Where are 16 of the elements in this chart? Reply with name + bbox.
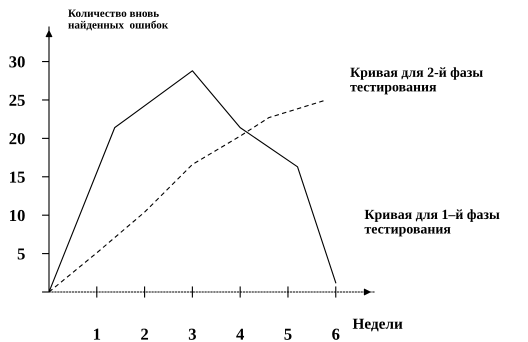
x-tick-label: 6 [332, 328, 340, 340]
x-tick-label: 1 [94, 328, 100, 340]
y-tick-label: 30 [9, 56, 25, 68]
y-tick-label: 10 [10, 210, 25, 222]
y-tick-label: 20 [9, 133, 25, 144]
x-axis-title: Недели [352, 318, 402, 332]
y-axis-title: Количество вновь найденных ошибок [68, 10, 168, 30]
x-tick-label: 4 [236, 328, 244, 340]
y-tick-label: 5 [18, 248, 25, 260]
x-tick-label: 5 [284, 328, 292, 340]
text: Кривая для 1–й фазы тестирования [364, 209, 500, 236]
x-tick-label: 3 [188, 328, 196, 340]
x-tick-label: 2 [141, 328, 148, 340]
series-label: Кривая для 2-й фазы тестирования [350, 67, 483, 94]
y-tick-label: 25 [9, 94, 25, 106]
y-tick-label: 15 [10, 172, 25, 183]
